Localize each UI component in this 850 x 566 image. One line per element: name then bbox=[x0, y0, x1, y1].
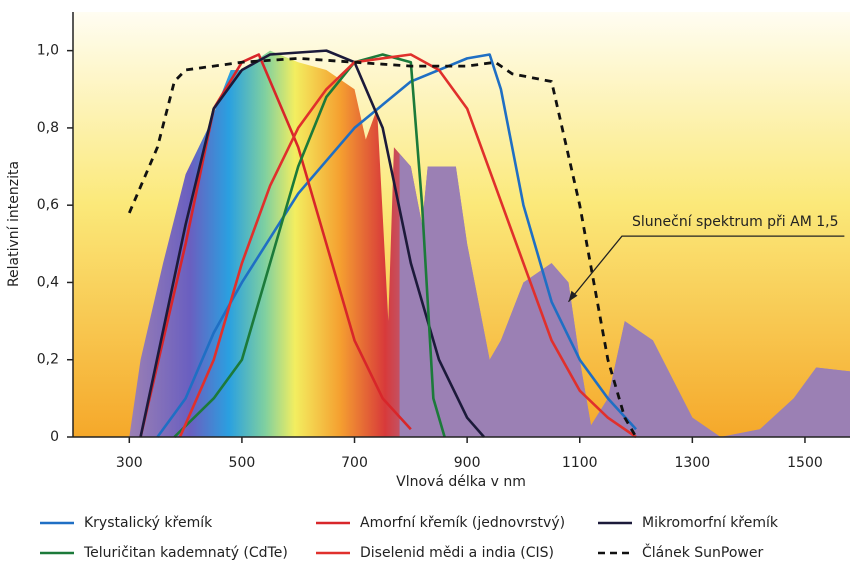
y-tick-label: 0,8 bbox=[37, 120, 59, 136]
legend-label: Krystalický křemík bbox=[84, 515, 213, 531]
x-tick-label: 300 bbox=[116, 455, 143, 471]
x-tick-label: 1100 bbox=[562, 455, 598, 471]
series-line bbox=[156, 53, 638, 438]
y-tick-label: 0,2 bbox=[37, 352, 59, 368]
y-tick-label: 1,0 bbox=[37, 43, 59, 59]
x-tick-label: 700 bbox=[341, 455, 368, 471]
x-tick-label: 1300 bbox=[675, 455, 711, 471]
series-line bbox=[178, 53, 637, 439]
legend-label: Mikromorfní křemík bbox=[642, 515, 779, 531]
y-tick-label: 0,6 bbox=[37, 197, 59, 213]
series-line bbox=[128, 56, 638, 438]
y-tick-label: 0,4 bbox=[37, 274, 59, 290]
legend-label: Článek SunPower bbox=[642, 543, 763, 561]
x-tick-label: 900 bbox=[454, 455, 481, 471]
x-tick-label: 500 bbox=[229, 455, 256, 471]
solar-spectrum-ir bbox=[399, 153, 850, 437]
series-line bbox=[173, 53, 446, 438]
legend-label: Amorfní křemík (jednovrstvý) bbox=[360, 515, 565, 531]
x-tick-label: 1500 bbox=[787, 455, 823, 471]
legend-label: Teluričitan kademnatý (CdTe) bbox=[83, 545, 288, 561]
x-axis-title: Vlnová délka v nm bbox=[396, 474, 526, 490]
arrow-head bbox=[568, 290, 578, 302]
series-line bbox=[139, 49, 486, 438]
solar-spectrum bbox=[129, 50, 850, 437]
y-tick-label: 0 bbox=[50, 429, 59, 445]
series-line bbox=[139, 53, 412, 438]
legend-label: Diselenid mědi a india (CIS) bbox=[360, 545, 554, 561]
annotation-arrow bbox=[567, 235, 845, 303]
annotation-label: Sluneční spektrum při AM 1,5 bbox=[632, 214, 839, 230]
y-axis-title: Relativní intenzita bbox=[6, 161, 22, 287]
